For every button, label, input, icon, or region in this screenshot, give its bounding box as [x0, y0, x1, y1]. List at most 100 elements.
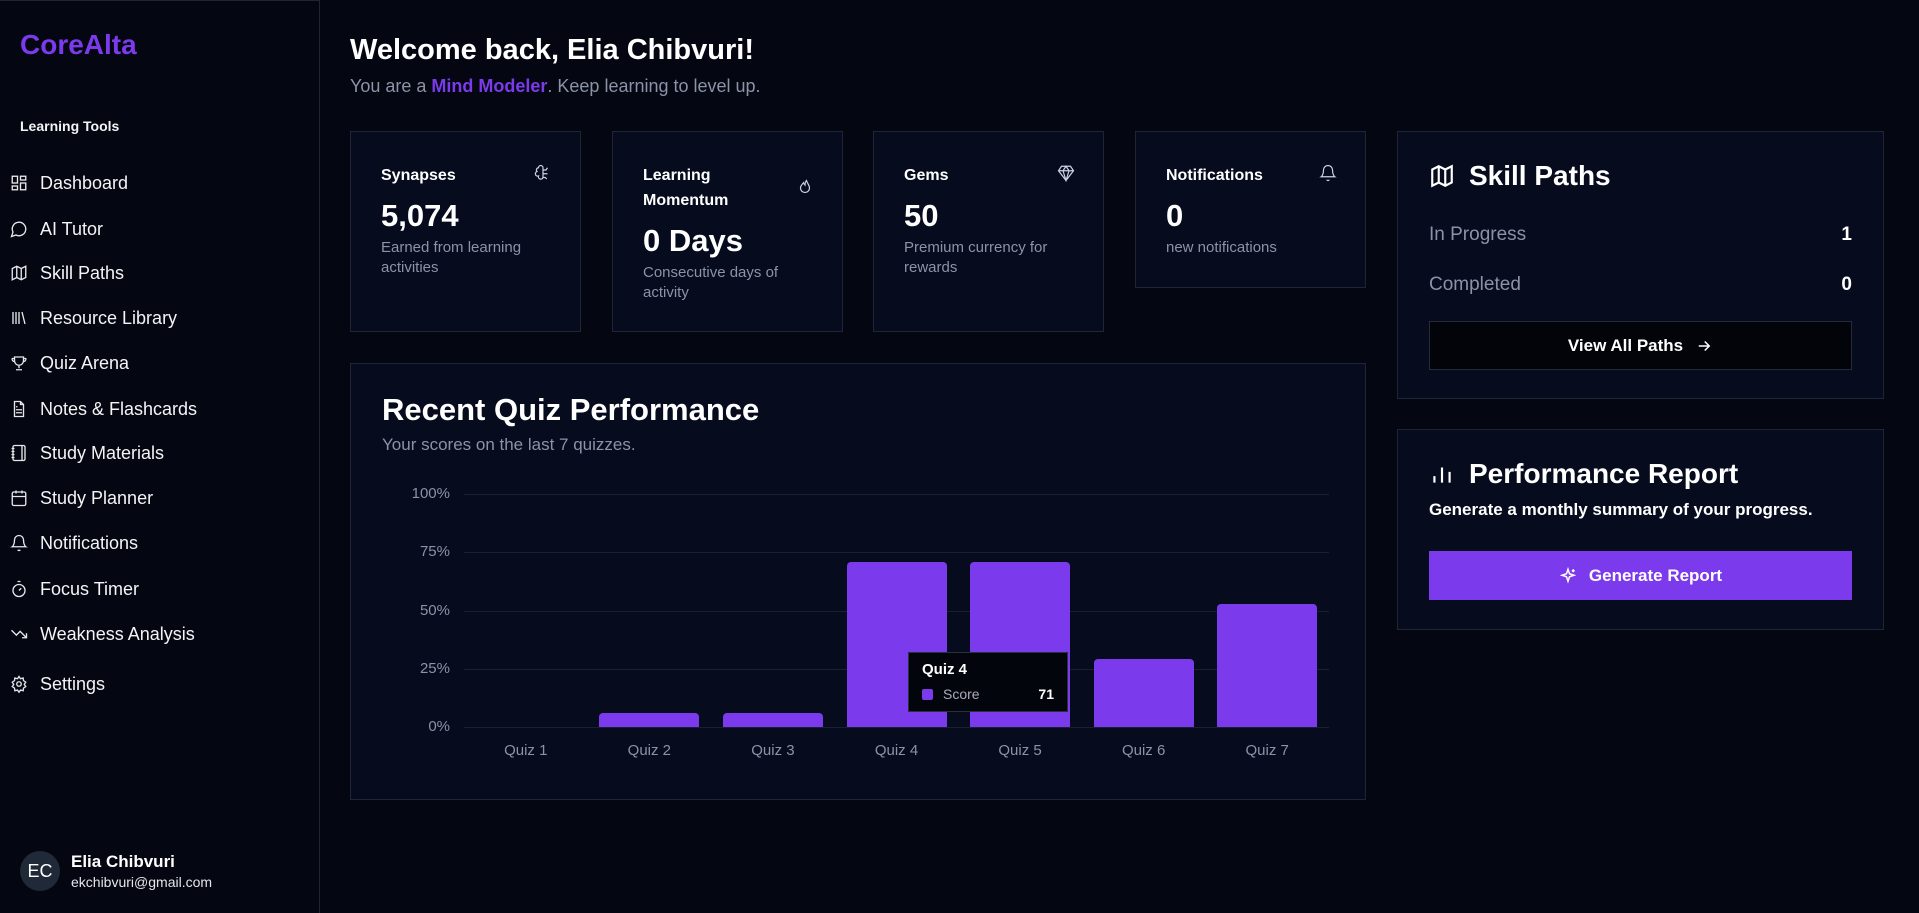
sidebar-section-title: Learning Tools	[20, 118, 120, 134]
flame-icon	[799, 179, 811, 194]
y-tick-label: 0%	[428, 718, 450, 735]
completed-count: 0	[1841, 274, 1852, 295]
gridline	[464, 727, 1329, 728]
sidebar: CoreAlta Learning Tools Dashboard AI Tuto…	[0, 0, 320, 913]
chart-title: Recent Quiz Performance	[382, 392, 760, 427]
rank-label: Mind Modeler	[431, 76, 548, 96]
stat-title: Gems	[904, 167, 949, 184]
series-swatch	[922, 688, 933, 700]
view-all-paths-button[interactable]: View All Paths	[1429, 321, 1852, 370]
x-tick-label: Quiz 3	[751, 742, 795, 759]
sidebar-item-label: Dashboard	[40, 172, 129, 193]
sidebar-item-resource-library[interactable]: Resource Library	[10, 300, 310, 336]
sidebar-item-quiz-arena[interactable]: Quiz Arena	[10, 345, 310, 381]
sidebar-item-label: Notifications	[40, 532, 139, 553]
completed-row: Completed 0	[1429, 274, 1852, 296]
sidebar-item-label: Study Planner	[40, 487, 154, 508]
sidebar-item-label: Resource Library	[40, 307, 178, 328]
skill-paths-heading: Skill Paths	[1429, 160, 1611, 192]
dashboard-icon	[11, 175, 27, 191]
avatar: EC	[20, 851, 60, 891]
logo[interactable]: CoreAlta	[20, 29, 137, 60]
tooltip-value: 71	[1038, 686, 1054, 702]
sidebar-item-label: Study Materials	[40, 442, 165, 463]
gridline	[464, 552, 1329, 554]
chat-icon	[10, 221, 27, 238]
library-icon	[12, 311, 26, 325]
sidebar-item-notifications[interactable]: Notifications	[10, 525, 310, 561]
completed-label: Completed	[1429, 274, 1521, 295]
user-name: Elia Chibvuri	[71, 852, 175, 871]
map-icon	[1431, 164, 1453, 188]
stat-value: 0 Days	[643, 223, 743, 258]
sidebar-item-label: Quiz Arena	[40, 352, 130, 373]
generate-report-button[interactable]: Generate Report	[1429, 551, 1852, 600]
brain-icon	[534, 164, 548, 180]
bell-icon	[1319, 164, 1337, 182]
stat-card-synapses: Synapses 5,074 Earned from learning acti…	[350, 131, 581, 332]
stat-title: Learning Momentum	[643, 167, 729, 209]
user-email: ekchibvuri@gmail.com	[71, 874, 213, 890]
skill-paths-card: Skill Paths In Progress 1 Completed 0 View…	[1397, 131, 1884, 399]
stat-description: Earned from learning activities	[381, 239, 522, 276]
stat-title: Synapses	[381, 167, 456, 184]
in-progress-row: In Progress 1	[1429, 224, 1852, 246]
trophy-icon	[11, 356, 27, 371]
notebook-icon	[11, 444, 26, 462]
generate-report-label: Generate Report	[1588, 565, 1723, 585]
tooltip-row: Score 71	[922, 686, 1054, 702]
map-icon	[11, 265, 27, 281]
trending-down-icon	[11, 629, 28, 639]
bar-quiz-6[interactable]	[1093, 659, 1194, 727]
subtitle-suffix: . Keep learning to level up.	[547, 76, 761, 96]
x-tick-label: Quiz 6	[1121, 742, 1166, 759]
gear-icon	[11, 675, 27, 693]
quiz-performance-card: Recent Quiz Performance Your scores on t…	[350, 363, 1366, 800]
sidebar-item-focus-timer[interactable]: Focus Timer	[10, 571, 310, 607]
stat-value: 50	[904, 198, 939, 233]
sidebar-item-label: Skill Paths	[40, 262, 125, 283]
stat-title: Notifications	[1166, 167, 1263, 184]
page-subtitle: You are a Mind Modeler. Keep learning to…	[350, 76, 761, 97]
stat-value: 0	[1166, 198, 1184, 233]
view-all-paths-label: View All Paths	[1567, 335, 1684, 355]
x-tick-label: Quiz 4	[874, 742, 919, 759]
sidebar-item-ai-tutor[interactable]: AI Tutor	[10, 211, 310, 247]
timer-icon	[12, 580, 26, 598]
calendar-icon	[11, 490, 27, 507]
sidebar-item-notes-flashcards[interactable]: Notes & Flashcards	[10, 391, 310, 427]
stat-card-gems: Gems 50 Premium currency for rewards	[873, 131, 1104, 332]
sidebar-item-label: Settings	[40, 673, 106, 694]
sidebar-item-study-materials[interactable]: Study Materials	[10, 435, 310, 471]
x-tick-label: Quiz 2	[627, 742, 672, 759]
sidebar-item-study-planner[interactable]: Study Planner	[10, 480, 310, 516]
sparkles-icon	[1559, 566, 1577, 584]
sidebar-item-skill-paths[interactable]: Skill Paths	[10, 255, 310, 291]
page-title: Welcome back, Elia Chibvuri!	[350, 34, 754, 66]
sidebar-item-label: Notes & Flashcards	[40, 398, 198, 419]
performance-report-title: Performance Report	[1469, 458, 1739, 489]
bell-icon	[10, 534, 28, 552]
sidebar-item-label: Focus Timer	[40, 578, 140, 599]
sidebar-item-weakness-analysis[interactable]: Weakness Analysis	[10, 616, 310, 652]
stat-description: new notifications	[1166, 239, 1277, 256]
stat-description: Premium currency for rewards	[904, 239, 1048, 276]
gem-icon	[1057, 165, 1075, 182]
report-description: Generate a monthly summary of your progr…	[1429, 500, 1852, 520]
tooltip-title: Quiz 4	[922, 661, 968, 678]
sidebar-item-dashboard[interactable]: Dashboard	[10, 165, 310, 201]
y-tick-label: 100%	[411, 485, 450, 502]
sidebar-item-settings[interactable]: Settings	[10, 666, 310, 702]
bar-quiz-3[interactable]	[722, 713, 823, 727]
x-tick-label: Quiz 7	[1245, 742, 1289, 759]
bar-quiz-2[interactable]	[599, 713, 700, 727]
stat-card-learning-momentum: Learning Momentum 0 Days Consecutive day…	[612, 131, 843, 332]
file-text-icon	[13, 400, 25, 418]
report-desc-text: Generate a monthly summary of your progr…	[1429, 500, 1813, 519]
bar-quiz-7[interactable]	[1217, 603, 1318, 727]
performance-report-card: Performance Report Generate a monthly su…	[1397, 429, 1884, 630]
arrow-right-icon	[1698, 340, 1711, 351]
sidebar-item-label: AI Tutor	[40, 218, 104, 239]
stat-card-notifications: Notifications 0 new notifications	[1135, 131, 1366, 288]
user-profile[interactable]: EC Elia Chibvuri ekchibvuri@gmail.com	[20, 851, 212, 891]
